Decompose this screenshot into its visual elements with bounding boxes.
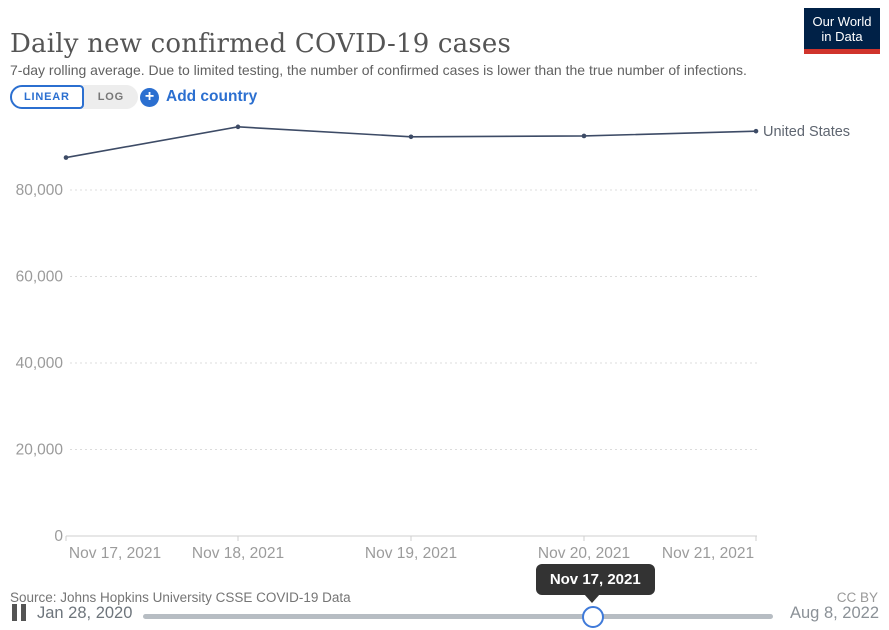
plus-icon: + <box>140 87 159 107</box>
timeline-end-date: Aug 8, 2022 <box>790 604 879 622</box>
timeline-track[interactable] <box>143 614 773 619</box>
x-tick-label: Nov 19, 2021 <box>365 545 457 562</box>
data-point <box>753 128 759 134</box>
owid-logo-line1: Our World <box>812 13 872 29</box>
linear-scale-button[interactable]: LINEAR <box>10 85 84 109</box>
timeline-tooltip-date: Nov 17, 2021 <box>549 571 641 588</box>
log-scale-button[interactable]: LOG <box>84 85 138 109</box>
data-point <box>63 155 69 160</box>
y-tick-label: 40,000 <box>16 355 64 372</box>
tooltip-arrow-icon <box>583 594 600 603</box>
scale-toggle: LINEAR LOG <box>10 85 138 109</box>
y-tick-label: 60,000 <box>16 269 64 286</box>
timeline-tooltip: Nov 17, 2021 <box>535 564 655 603</box>
y-tick-label: 80,000 <box>16 182 64 199</box>
pause-icon <box>21 604 26 621</box>
timeline-handle[interactable] <box>581 606 604 628</box>
license-link[interactable]: CC BY <box>836 589 878 605</box>
data-point <box>408 134 414 140</box>
add-country-label: Add country <box>166 88 258 105</box>
owid-logo-line2: in Data <box>821 28 863 44</box>
source-note: Source: Johns Hopkins University CSSE CO… <box>10 589 351 605</box>
chart-subtitle: 7-day rolling average. Due to limited te… <box>10 62 747 78</box>
data-point <box>235 124 241 130</box>
owid-logo[interactable]: Our World in Data <box>804 8 880 54</box>
series-label: United States <box>763 124 850 140</box>
x-tick-label: Nov 18, 2021 <box>192 545 284 562</box>
x-tick-label: Nov 20, 2021 <box>538 545 630 562</box>
pause-icon <box>12 604 17 621</box>
y-tick-label: 20,000 <box>16 442 64 459</box>
timeline-start-date: Jan 28, 2020 <box>37 604 133 622</box>
series-line <box>65 126 757 159</box>
add-country-button[interactable]: + Add country <box>134 84 263 110</box>
data-point <box>581 133 587 139</box>
page-title: Daily new confirmed COVID-19 cases <box>10 29 512 60</box>
x-tick-label: Nov 21, 2021 <box>662 545 754 562</box>
pause-button[interactable] <box>12 604 30 622</box>
y-tick-label: 0 <box>54 528 63 545</box>
x-tick-label: Nov 17, 2021 <box>69 545 161 562</box>
